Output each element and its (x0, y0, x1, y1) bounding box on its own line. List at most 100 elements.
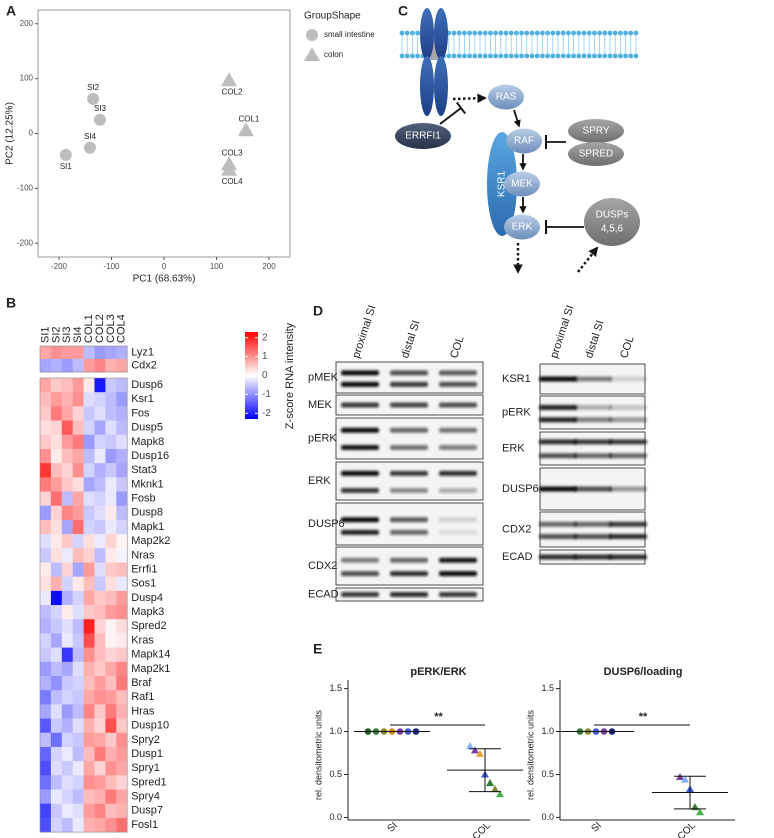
heatmap-cell (94, 590, 106, 606)
lipid-head (456, 30, 462, 36)
lipid-head (524, 53, 530, 59)
lipid-head (540, 53, 545, 59)
row-label: Spred1 (131, 776, 166, 788)
heatmap-cell (50, 590, 63, 606)
blot-row-label: CDX2 (308, 560, 337, 572)
y-tick-label: 0.5 (329, 769, 342, 779)
heatmap-cell (83, 392, 95, 407)
heatmap-cell (105, 803, 117, 819)
lipid-head (540, 30, 545, 36)
heatmap-cell (72, 346, 84, 360)
heatmap-cell (94, 704, 106, 719)
heatmap-cell (105, 718, 117, 734)
heatmap-cell (61, 704, 73, 719)
heatmap-cell (83, 406, 95, 421)
lipid-head (534, 30, 540, 36)
data-point (496, 790, 504, 798)
row-label: Dusp5 (131, 422, 163, 434)
heatmap-cell (116, 732, 128, 748)
column-label: SI3 (61, 326, 73, 343)
heatmap-cell (105, 789, 117, 804)
heatmap-cell (72, 448, 84, 464)
receptor-extracellular (434, 8, 448, 60)
heatmap-cell (50, 690, 63, 705)
heatmap-cell (72, 477, 84, 492)
blot-band (439, 517, 477, 523)
heatmap-cell (40, 817, 52, 833)
heatmap-cell (40, 448, 52, 464)
heatmap-cell (94, 817, 106, 833)
blot-band (439, 445, 477, 451)
lipid-head (560, 53, 566, 59)
heatmap-cell (116, 661, 128, 677)
lane-label: proximal SI (548, 304, 576, 360)
heatmap-cell (40, 633, 52, 648)
blot-band (439, 592, 477, 597)
lipid-head (467, 30, 472, 36)
legend-label: small intestine (324, 30, 375, 39)
heatmap-cell (50, 491, 63, 507)
blot-band (539, 534, 577, 539)
x-tick-label: -100 (103, 262, 120, 271)
row-label: Mapk1 (131, 521, 164, 533)
blot-row-label: DUSP6 (502, 483, 539, 495)
heatmap-cell (105, 576, 117, 592)
inhibitor-node (568, 119, 624, 143)
heatmap-cell (40, 359, 52, 373)
heatmap-cell (105, 775, 117, 790)
lipid-head (633, 53, 639, 59)
heatmap-cell (83, 346, 95, 360)
row-label: Lyz1 (131, 346, 154, 358)
blot-band (341, 557, 379, 563)
blot-band (390, 592, 428, 597)
lipid-head (482, 30, 488, 36)
lipid-head (571, 53, 576, 59)
heatmap-cell (72, 817, 84, 833)
x-tick-label: 0 (162, 262, 167, 271)
panel-label: D (313, 303, 323, 319)
row-label: Spred2 (131, 620, 166, 632)
heatmap-cell (61, 633, 73, 648)
heatmap-cell (72, 420, 84, 436)
heatmap-cell (83, 746, 95, 762)
heatmap-cell (72, 534, 84, 549)
lipid-head (410, 53, 415, 59)
heatmap-cell (40, 803, 52, 819)
blot-band (574, 405, 612, 411)
lipid-head (456, 53, 462, 59)
heatmap-cell (61, 661, 73, 677)
heatmap-cell (40, 420, 52, 436)
heatmap-cell (50, 562, 63, 577)
heatmap-cell (40, 505, 52, 521)
row-label: Braf (131, 677, 152, 689)
heatmap-cell (50, 359, 63, 373)
row-label: Errfi1 (131, 563, 157, 575)
lipid-head (519, 53, 524, 59)
blot-band (341, 381, 379, 387)
y-tick-label: 200 (20, 19, 34, 28)
point-label: COL4 (222, 177, 243, 186)
colorbar (245, 332, 258, 419)
heatmap-cell (72, 359, 84, 373)
colorbar-tick-label: 2 (262, 332, 268, 343)
heatmap-cell (40, 661, 52, 677)
lipid-head (488, 53, 493, 59)
lipid-head (482, 53, 488, 59)
node-label: RAS (496, 92, 517, 103)
blot-band (439, 557, 477, 563)
heatmap-cell (50, 675, 63, 691)
heatmap-cell (40, 548, 52, 563)
heatmap-cell (72, 562, 84, 577)
heatmap-cell (40, 534, 52, 549)
row-label: Mapk3 (131, 606, 164, 618)
row-label: Dusp4 (131, 592, 163, 604)
column-label: COL4 (116, 314, 128, 343)
blot-band (574, 439, 612, 445)
blot-strip (335, 461, 484, 501)
blot-band (609, 534, 647, 539)
heatmap-cell (94, 463, 106, 478)
heatmap-cell (40, 562, 52, 577)
significance-label: ** (434, 711, 443, 723)
point-label: SI4 (84, 132, 97, 141)
heatmap-cell (116, 761, 128, 776)
